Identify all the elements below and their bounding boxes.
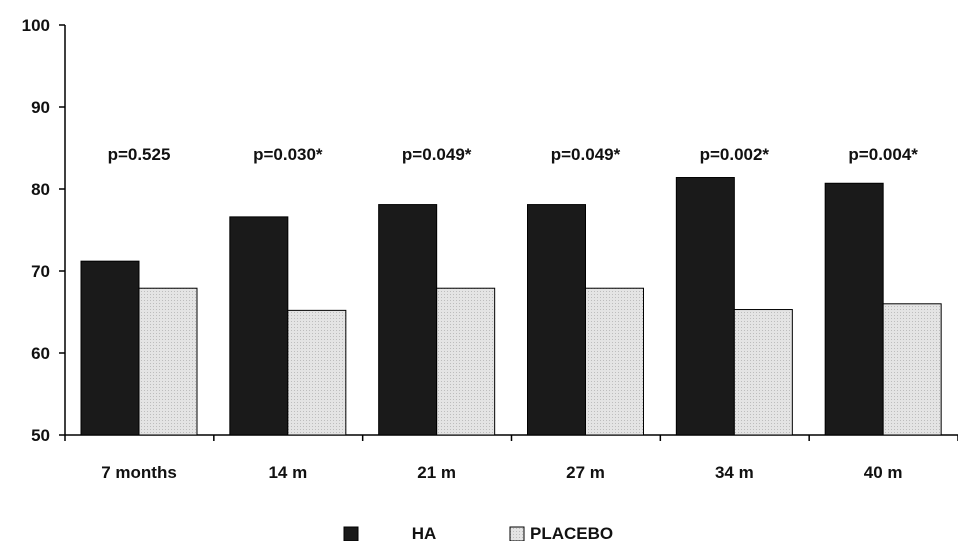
bar-ha: [675, 177, 735, 436]
legend-swatch-placebo: [509, 526, 525, 541]
x-category-label: 21 m: [417, 463, 456, 482]
axes: [59, 24, 958, 441]
y-tick-label: 70: [31, 262, 50, 281]
x-category-label: 7 months: [101, 463, 177, 482]
legend-label-placebo: PLACEBO: [530, 524, 613, 541]
bar-ha: [378, 204, 438, 436]
p-value-annotation: p=0.002*: [700, 145, 770, 164]
bar-ha: [527, 204, 586, 436]
y-tick-label: 50: [31, 426, 50, 445]
legend: HA PLACEBO: [343, 524, 613, 541]
p-value-annotation: p=0.525: [108, 145, 171, 164]
p-value-annotation: p=0.030*: [253, 145, 323, 164]
y-tick-label: 90: [31, 98, 50, 117]
bar-placebo: [287, 309, 347, 436]
x-category-label: 27 m: [566, 463, 605, 482]
y-tick-label: 80: [31, 180, 50, 199]
legend-label-ha: HA: [412, 524, 437, 541]
labels: 50 60 70 80 90 100 7 months p=0.525 14 m p=0.030*…: [22, 16, 919, 482]
bar-ha: [80, 260, 140, 436]
bar-placebo: [733, 309, 793, 436]
bar-ha: [824, 182, 884, 436]
x-category-label: 40 m: [864, 463, 903, 482]
y-tick-label: 60: [31, 344, 50, 363]
bars: [80, 177, 942, 436]
p-value-annotation: p=0.049*: [551, 145, 621, 164]
p-value-annotation: p=0.004*: [848, 145, 918, 164]
x-category-label: 14 m: [268, 463, 307, 482]
bar-ha: [229, 216, 289, 436]
x-category-label: 34 m: [715, 463, 754, 482]
y-tick-label: 100: [22, 16, 50, 35]
legend-swatch-ha: [343, 526, 359, 541]
p-value-annotation: p=0.049*: [402, 145, 472, 164]
bar-placebo: [882, 303, 942, 436]
bar-placebo: [585, 287, 644, 436]
bar-placebo: [436, 287, 496, 436]
bar-placebo: [138, 287, 198, 436]
